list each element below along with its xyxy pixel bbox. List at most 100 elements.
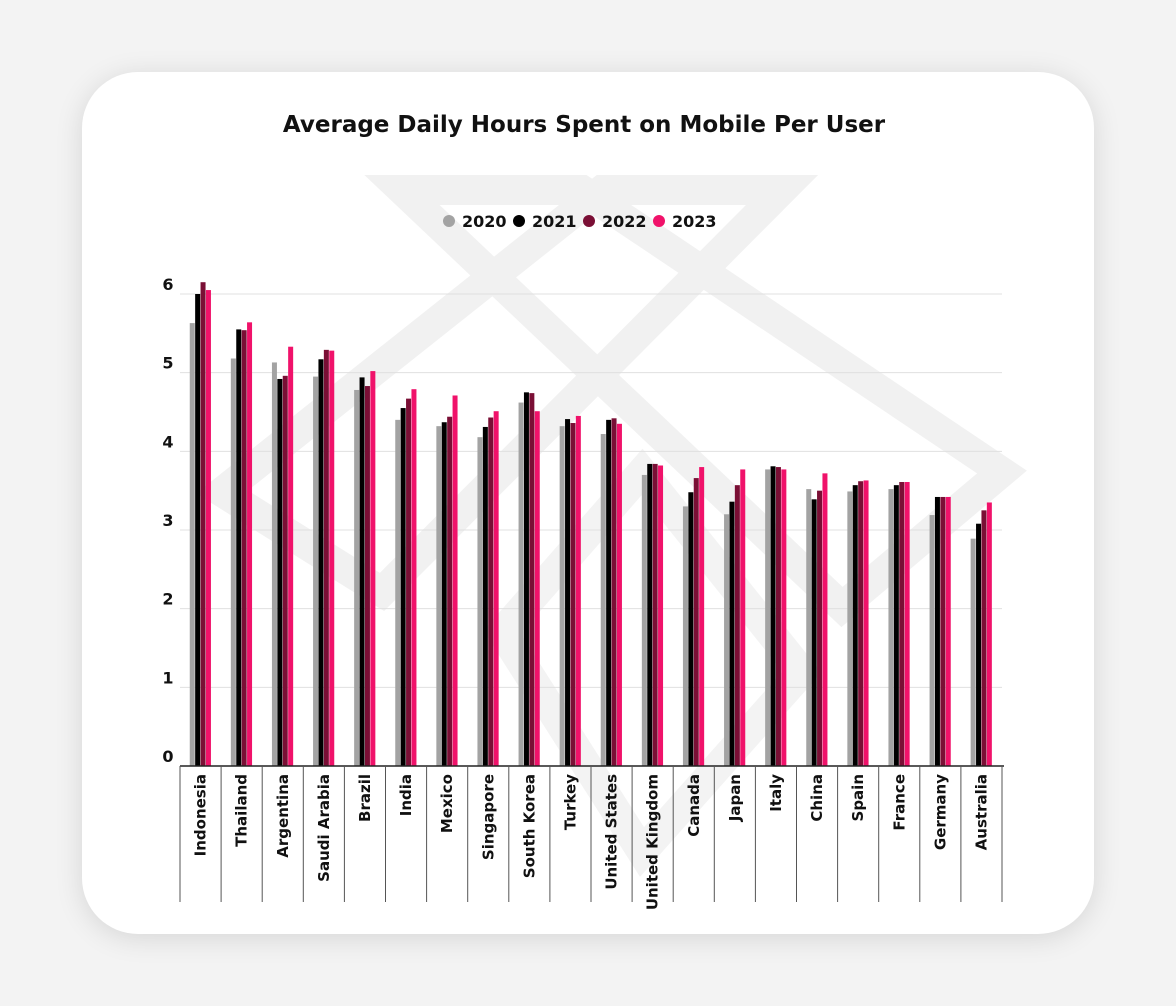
bar-group-argentina: [271, 346, 294, 766]
bar-2023: [658, 465, 664, 766]
legend: 2020 2021 2022 2023: [443, 212, 717, 231]
category-label: Spain: [849, 774, 867, 821]
bar-2023: [411, 389, 417, 766]
bar-2020: [970, 538, 976, 766]
bar-2023: [575, 415, 581, 766]
bar-2023: [904, 482, 910, 766]
bar-2020: [765, 469, 771, 766]
category-label: South Korea: [520, 774, 538, 878]
bar-2023: [452, 395, 458, 766]
bar-2023: [740, 469, 746, 766]
bar-2022: [775, 467, 781, 766]
bar-2023: [534, 411, 540, 766]
legend-label-2023: 2023: [672, 212, 717, 231]
chart-card: Average Daily Hours Spent on Mobile Per …: [82, 72, 1094, 934]
bar-2020: [600, 434, 606, 766]
bar-2022: [817, 490, 823, 766]
category-label: Argentina: [274, 774, 292, 858]
legend-marker-2022: [583, 215, 595, 227]
category-label: Brazil: [356, 774, 374, 822]
category-label: Mexico: [438, 774, 456, 833]
bar-group-france: [888, 482, 910, 766]
bar-2023: [205, 290, 211, 766]
bar-2023: [699, 467, 705, 766]
bar-2023: [781, 469, 787, 766]
bar-2021: [236, 329, 242, 766]
bar-2020: [641, 474, 647, 766]
bar-2022: [652, 463, 658, 766]
chart-title: Average Daily Hours Spent on Mobile Per …: [283, 112, 886, 138]
legend-label-2021: 2021: [532, 212, 577, 231]
bar-2022: [940, 496, 946, 766]
bar-group-china: [806, 473, 828, 766]
y-tick-label: 1: [162, 668, 173, 687]
bar-2021: [893, 485, 899, 766]
bar-2020: [271, 362, 277, 766]
bar-2023: [863, 480, 869, 766]
bar-2021: [770, 466, 776, 766]
y-tick-label: 3: [162, 511, 173, 530]
bar-2023: [247, 322, 253, 766]
category-label: Germany: [931, 774, 949, 850]
watermark-logo: [196, 175, 1027, 877]
y-tick-label: 5: [162, 354, 173, 373]
bar-2021: [277, 378, 283, 766]
bar-2022: [899, 482, 905, 766]
bar-2023: [945, 496, 951, 766]
bar-2022: [200, 282, 206, 766]
bar-2022: [529, 393, 535, 766]
bar-2020: [888, 489, 894, 766]
bar-2022: [241, 330, 247, 766]
category-label: Singapore: [479, 774, 497, 860]
bar-2020: [929, 515, 935, 766]
category-label: Canada: [685, 774, 703, 837]
bars: [189, 282, 992, 766]
bar-group-mexico: [436, 395, 458, 766]
y-tick-label: 6: [162, 275, 173, 294]
bar-2020: [559, 426, 565, 766]
bar-2020: [518, 402, 524, 766]
bar-2021: [729, 501, 735, 766]
y-tick-label: 4: [162, 432, 173, 451]
category-label: Japan: [726, 774, 744, 822]
bar-2021: [811, 499, 817, 766]
bar-2023: [616, 423, 622, 766]
bar-2021: [482, 426, 488, 766]
category-label: China: [808, 774, 826, 822]
bar-2021: [195, 294, 201, 766]
bar-2021: [976, 523, 982, 766]
bar-2021: [523, 392, 529, 766]
y-tick-label: 2: [162, 590, 173, 609]
bar-2021: [852, 485, 858, 766]
bar-2021: [359, 377, 365, 766]
bar-group-brazil: [354, 371, 376, 766]
bar-2021: [647, 463, 653, 766]
category-label: France: [890, 774, 908, 831]
bar-2020: [313, 376, 319, 766]
bar-group-united-states: [600, 418, 622, 766]
bar-group-turkey: [559, 415, 581, 766]
category-label: Indonesia: [192, 774, 210, 856]
bar-2020: [395, 419, 401, 766]
y-axis-ticks: 0 1 2 3 4 5 6: [162, 275, 173, 766]
bar-2022: [570, 423, 576, 766]
bar-2022: [364, 386, 370, 766]
bar-group-india: [395, 389, 417, 766]
legend-marker-2020: [443, 215, 455, 227]
bar-2022: [282, 375, 288, 766]
category-label: Turkey: [561, 774, 579, 830]
bar-group-spain: [847, 480, 869, 766]
bar-2020: [682, 506, 688, 766]
bar-2020: [189, 323, 195, 766]
bar-2022: [858, 481, 864, 766]
bar-2021: [688, 492, 694, 766]
bar-2023: [329, 350, 335, 766]
bar-group-south-korea: [518, 392, 540, 766]
bar-group-united-kingdom: [641, 463, 664, 766]
bar-chart: Average Daily Hours Spent on Mobile Per …: [162, 112, 1027, 910]
bar-group-australia: [970, 502, 992, 766]
legend-marker-2023: [653, 215, 665, 227]
bar-2021: [606, 419, 612, 766]
bar-group-germany: [929, 496, 951, 766]
category-label: United Kingdom: [644, 774, 662, 910]
